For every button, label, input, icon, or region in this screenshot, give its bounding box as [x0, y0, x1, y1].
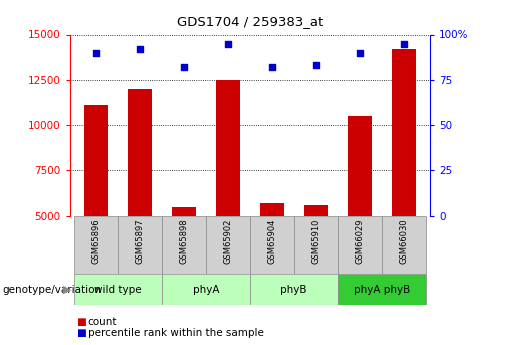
Text: phyA phyB: phyA phyB: [353, 285, 410, 295]
Point: [400, 41, 408, 46]
Text: wild type: wild type: [94, 285, 142, 295]
Bar: [294, 216, 338, 274]
Bar: [171, 207, 196, 216]
Bar: [162, 216, 206, 274]
Bar: [128, 89, 152, 216]
Bar: [250, 274, 338, 305]
Text: ■: ■: [76, 317, 86, 326]
Point: [355, 50, 364, 55]
Text: phyB: phyB: [281, 285, 307, 295]
Bar: [382, 216, 425, 274]
Bar: [338, 274, 425, 305]
Bar: [84, 105, 108, 216]
Bar: [260, 203, 284, 216]
Point: [268, 64, 276, 70]
Text: GSM65898: GSM65898: [179, 219, 188, 264]
Text: GSM65897: GSM65897: [135, 219, 144, 264]
Bar: [391, 49, 416, 216]
Text: GSM65902: GSM65902: [224, 219, 232, 264]
Point: [224, 41, 232, 46]
Text: GDS1704 / 259383_at: GDS1704 / 259383_at: [177, 16, 323, 29]
Point: [312, 62, 320, 68]
Bar: [216, 80, 240, 216]
Bar: [250, 216, 294, 274]
Text: ▶: ▶: [63, 285, 72, 295]
Bar: [162, 274, 250, 305]
Text: GSM66030: GSM66030: [399, 219, 408, 264]
Text: GSM65896: GSM65896: [91, 219, 100, 264]
Text: phyA: phyA: [193, 285, 219, 295]
Bar: [206, 216, 250, 274]
Text: percentile rank within the sample: percentile rank within the sample: [88, 328, 264, 337]
Bar: [74, 216, 118, 274]
Bar: [338, 216, 382, 274]
Text: genotype/variation: genotype/variation: [3, 285, 101, 295]
Bar: [118, 216, 162, 274]
Point: [136, 46, 144, 52]
Bar: [304, 205, 328, 216]
Text: ■: ■: [76, 328, 86, 337]
Text: count: count: [88, 317, 117, 326]
Text: GSM65904: GSM65904: [267, 219, 276, 264]
Bar: [74, 274, 162, 305]
Text: GSM65910: GSM65910: [311, 219, 320, 264]
Point: [180, 64, 188, 70]
Bar: [348, 116, 372, 216]
Point: [92, 50, 100, 55]
Text: GSM66029: GSM66029: [355, 219, 364, 264]
